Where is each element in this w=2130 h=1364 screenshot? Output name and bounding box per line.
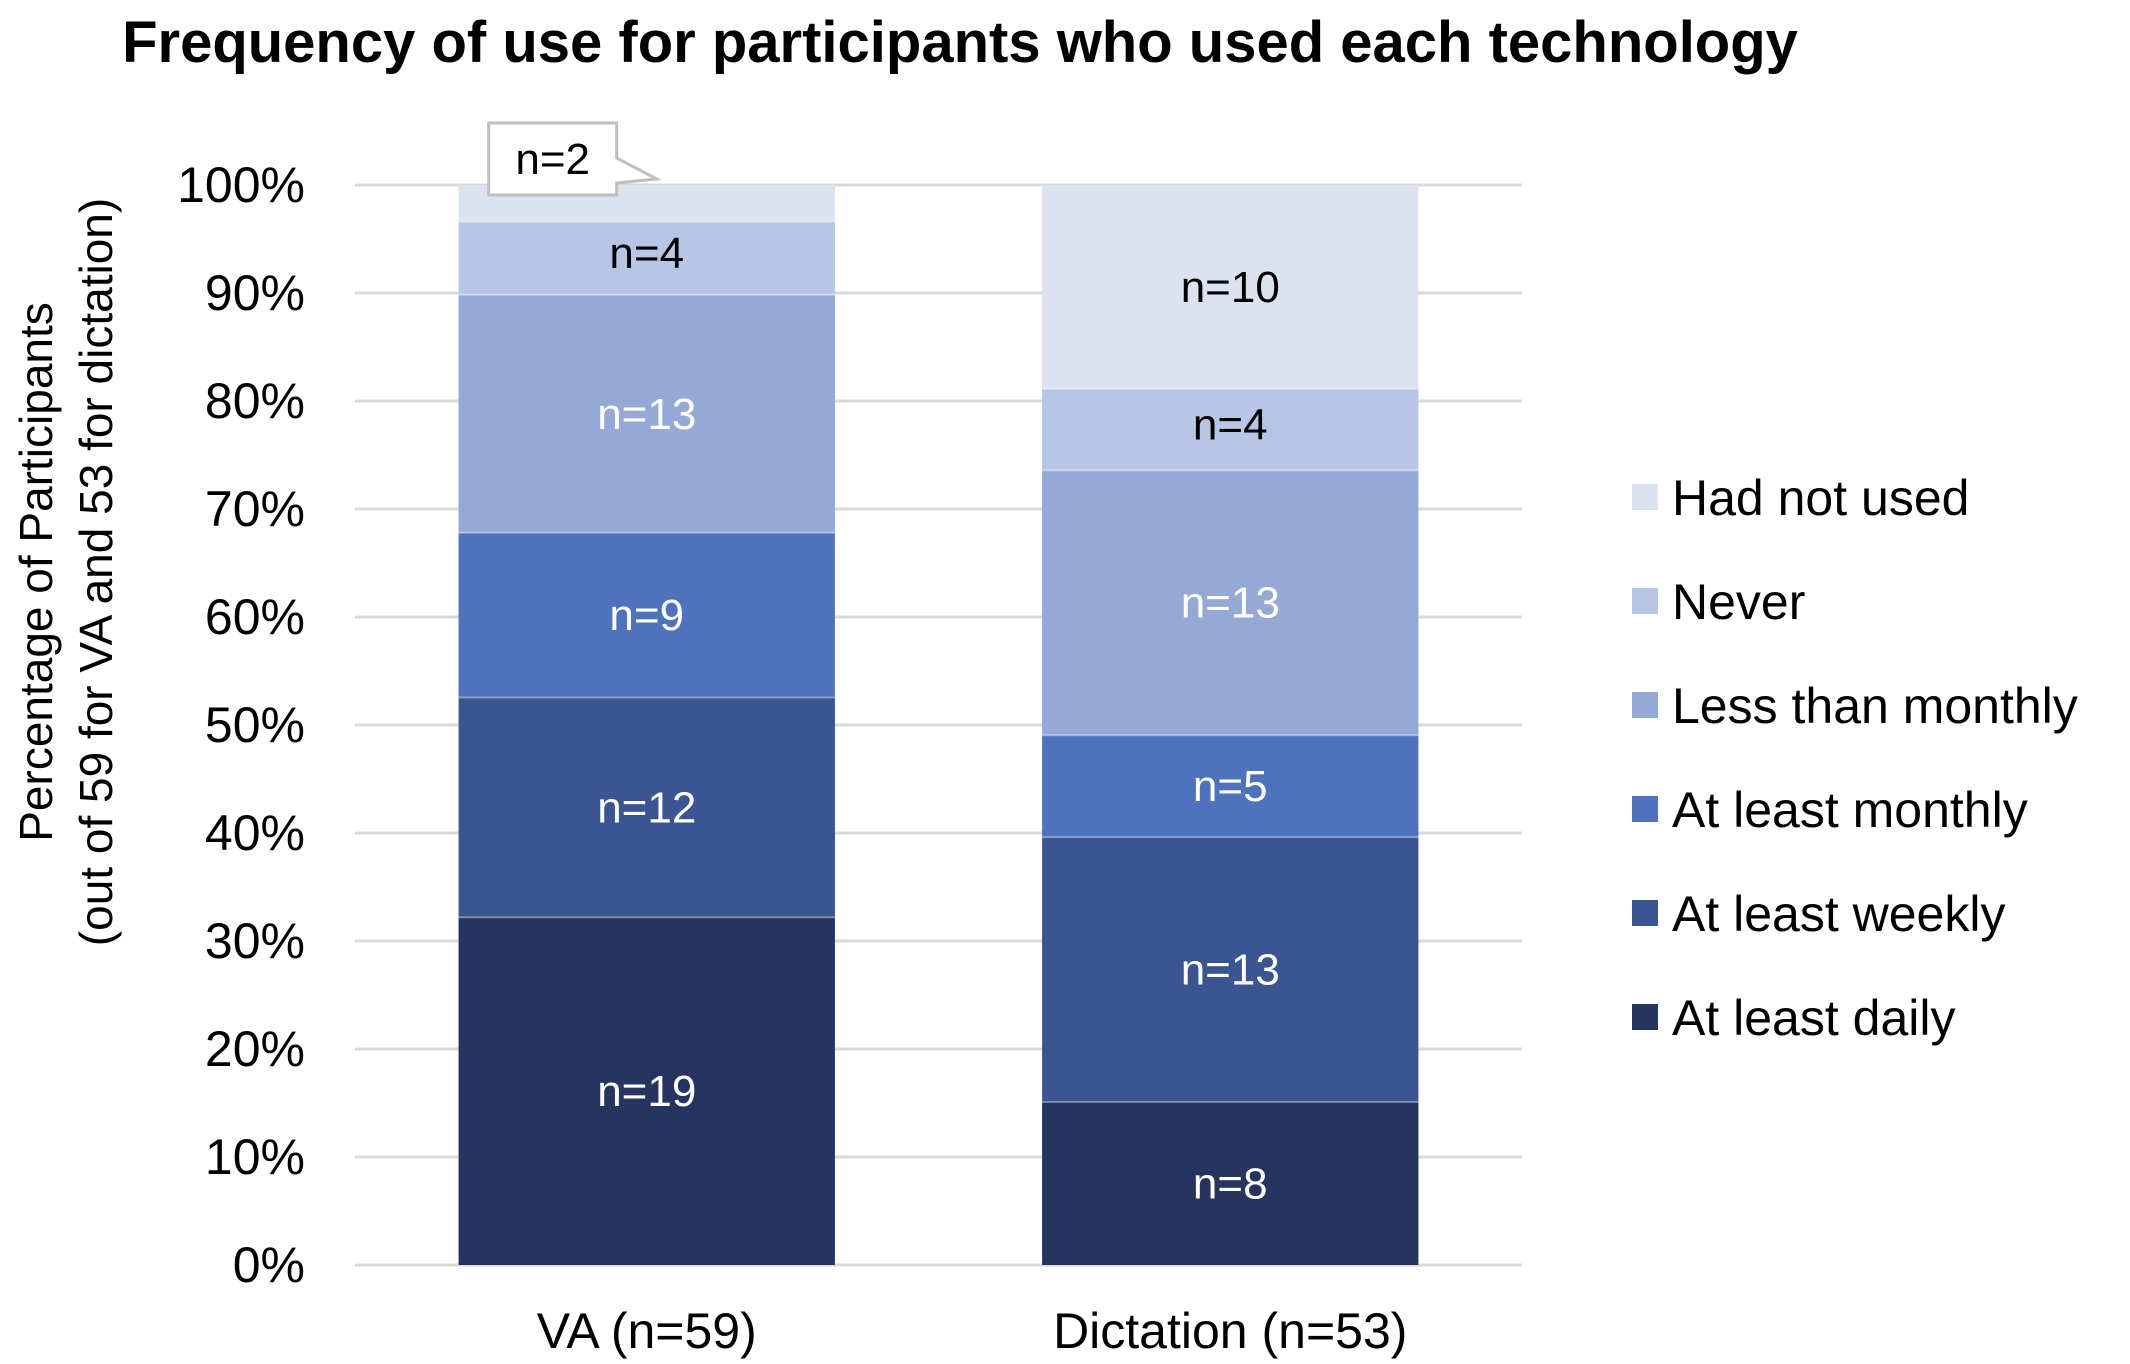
- legend-swatch: [1632, 484, 1658, 510]
- segment-label: n=13: [1181, 946, 1280, 995]
- legend: Had not used Never Less than monthly At lea…: [1632, 470, 2078, 1046]
- category-labels: VA (n=59) Dictation (n=53): [537, 1303, 1408, 1359]
- y-axis-title-line-1: Percentage of Participants: [10, 302, 62, 842]
- bar-segment: [458, 294, 835, 533]
- y-tick-label: 90%: [205, 265, 305, 321]
- legend-label: At least weekly: [1672, 886, 2005, 942]
- segment-label: n=10: [1181, 263, 1280, 312]
- legend-swatch: [1632, 692, 1658, 718]
- legend-swatch: [1632, 1004, 1658, 1030]
- legend-label: At least monthly: [1672, 782, 2028, 838]
- segment-label: n=13: [1181, 579, 1280, 628]
- legend-label: At least daily: [1672, 990, 1955, 1046]
- bar-segment: [458, 917, 835, 1265]
- bar-segment: [1042, 1101, 1419, 1265]
- segment-label: n=19: [597, 1067, 696, 1116]
- segment-label: n=9: [609, 591, 684, 640]
- bar-segment: [458, 532, 835, 698]
- segment-label: n=12: [597, 783, 696, 832]
- legend-swatch: [1632, 796, 1658, 822]
- bar-segment: [1042, 185, 1419, 389]
- y-tick-label: 50%: [205, 697, 305, 753]
- segment-label: n=13: [597, 390, 696, 439]
- y-tick-label: 10%: [205, 1129, 305, 1185]
- y-axis-title-line-2: (out of 59 for VA and 53 for dictation): [70, 198, 122, 946]
- callout: n=2: [487, 121, 662, 197]
- y-tick-label: 20%: [205, 1021, 305, 1077]
- y-tick-label: 40%: [205, 805, 305, 861]
- legend-label: Less than monthly: [1672, 678, 2078, 734]
- legend-label: Had not used: [1672, 470, 1969, 526]
- segment-label: n=2: [515, 135, 590, 184]
- bars: [458, 185, 1419, 1265]
- y-tick-label: 0%: [233, 1237, 305, 1293]
- bar-segment: [458, 697, 835, 918]
- bar-segment: [1042, 470, 1419, 736]
- segment-label: n=5: [1193, 762, 1268, 811]
- bar-segment: [1042, 388, 1419, 471]
- y-tick-label: 100%: [177, 157, 305, 213]
- chart-title: Frequency of use for participants who us…: [122, 10, 1798, 75]
- segment-label: n=4: [1193, 401, 1268, 450]
- y-axis-ticks: 0% 10% 20% 30% 40% 50% 60% 70% 80% 90% 100%: [177, 157, 305, 1293]
- bar-segment: [1042, 837, 1419, 1102]
- y-tick-label: 70%: [205, 481, 305, 537]
- bar-segment: [458, 221, 835, 295]
- y-tick-label: 80%: [205, 373, 305, 429]
- y-tick-label: 30%: [205, 913, 305, 969]
- bar-segment: [1042, 735, 1419, 838]
- segment-label: n=8: [1193, 1159, 1268, 1208]
- category-label: Dictation (n=53): [1053, 1303, 1407, 1359]
- legend-swatch: [1632, 900, 1658, 926]
- callout-box: [487, 121, 662, 197]
- legend-label: Never: [1672, 574, 1805, 630]
- category-label: VA (n=59): [537, 1303, 757, 1359]
- segment-label: n=4: [609, 229, 684, 278]
- y-tick-label: 60%: [205, 589, 305, 645]
- segment-labels: n=19 n=12 n=9 n=13 n=4 n=8 n=13 n=5 n=13 n=4 n=10: [597, 229, 1280, 1208]
- legend-swatch: [1632, 588, 1658, 614]
